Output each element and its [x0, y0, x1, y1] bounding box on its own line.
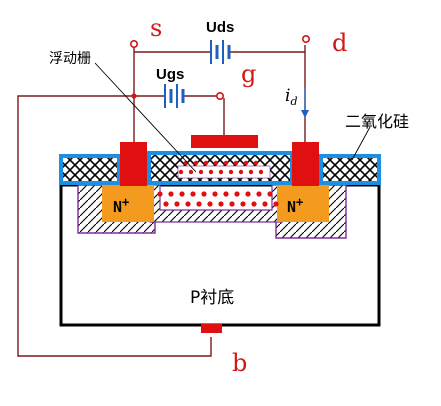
electron-dot	[218, 169, 224, 175]
n-plus-drain	[277, 185, 329, 222]
electron-dot	[228, 169, 234, 175]
electron-dot	[208, 169, 214, 175]
n-plus-source-n: N	[113, 198, 122, 216]
n-plus-drain-sign: +	[296, 195, 303, 209]
n-plus-drain-n: N	[287, 198, 296, 216]
n-plus-drain-label: N+	[287, 195, 303, 216]
ugs-battery-icon	[164, 84, 185, 108]
drain-terminal-icon	[301, 34, 310, 43]
electron-dot	[240, 201, 246, 207]
electron-dot	[213, 160, 219, 166]
electron-dot	[174, 201, 180, 207]
source-label: s	[150, 14, 162, 42]
n-plus-source	[102, 185, 154, 222]
floating-gate-electrons	[178, 160, 264, 175]
electron-dot	[273, 201, 279, 207]
electron-dot	[256, 191, 262, 197]
electron-dot	[253, 160, 259, 166]
electron-dot	[201, 191, 207, 197]
oxide-left	[59, 154, 121, 185]
uds-battery-icon	[210, 40, 231, 64]
ugs-label: Ugs	[156, 66, 184, 83]
current-main: i	[285, 86, 290, 106]
n-plus-source-sign: +	[122, 195, 129, 209]
electron-dot	[238, 169, 244, 175]
body-wire	[17, 95, 212, 357]
floating-gate-pointer	[94, 62, 197, 173]
electron-dot	[157, 191, 163, 197]
electron-dot	[234, 191, 240, 197]
electron-dot	[223, 191, 229, 197]
electron-dot	[218, 201, 224, 207]
current-sub: d	[290, 95, 297, 108]
body-contact	[201, 324, 222, 333]
electron-dot	[223, 160, 229, 166]
uds-label: Uds	[206, 19, 234, 36]
electron-dot	[190, 191, 196, 197]
electron-dot	[229, 201, 235, 207]
electron-dot	[212, 191, 218, 197]
oxide-pointer	[351, 126, 371, 161]
electron-dot	[196, 201, 202, 207]
oxide-right	[319, 154, 381, 185]
source-terminal-icon	[130, 39, 139, 48]
electron-dot	[203, 160, 209, 166]
electron-dot	[233, 160, 239, 166]
channel-electrons	[157, 191, 279, 207]
electron-dot	[193, 160, 199, 166]
electron-dot	[188, 169, 194, 175]
gate-label: g	[241, 60, 256, 88]
electron-dot	[248, 169, 254, 175]
floating-gate	[177, 165, 271, 179]
oxide-label: 二氧化硅	[345, 112, 409, 131]
electron-dot	[185, 201, 191, 207]
electron-dot	[258, 169, 264, 175]
electron-dot	[163, 201, 169, 207]
drain-label: d	[332, 29, 347, 57]
body-label: b	[232, 349, 247, 377]
electron-dot	[245, 191, 251, 197]
source-contact	[120, 142, 147, 186]
junction-dot-icon	[131, 93, 137, 99]
gate-contact	[191, 135, 258, 148]
electron-dot	[207, 201, 213, 207]
electron-dot	[267, 191, 273, 197]
electron-dot	[178, 169, 184, 175]
current-arrowhead-icon	[301, 110, 309, 118]
electron-dot	[198, 169, 204, 175]
electron-dot	[262, 201, 268, 207]
floating-gate-label: 浮动栅	[49, 51, 91, 67]
electron-dot	[179, 191, 185, 197]
electron-dot	[243, 160, 249, 166]
n-plus-source-label: N+	[113, 195, 129, 216]
electron-dot	[251, 201, 257, 207]
electron-dot	[168, 191, 174, 197]
gate-terminal-icon	[216, 92, 225, 101]
current-label: id	[285, 86, 297, 108]
drain-contact	[292, 142, 319, 186]
substrate-label: P衬底	[190, 288, 234, 308]
